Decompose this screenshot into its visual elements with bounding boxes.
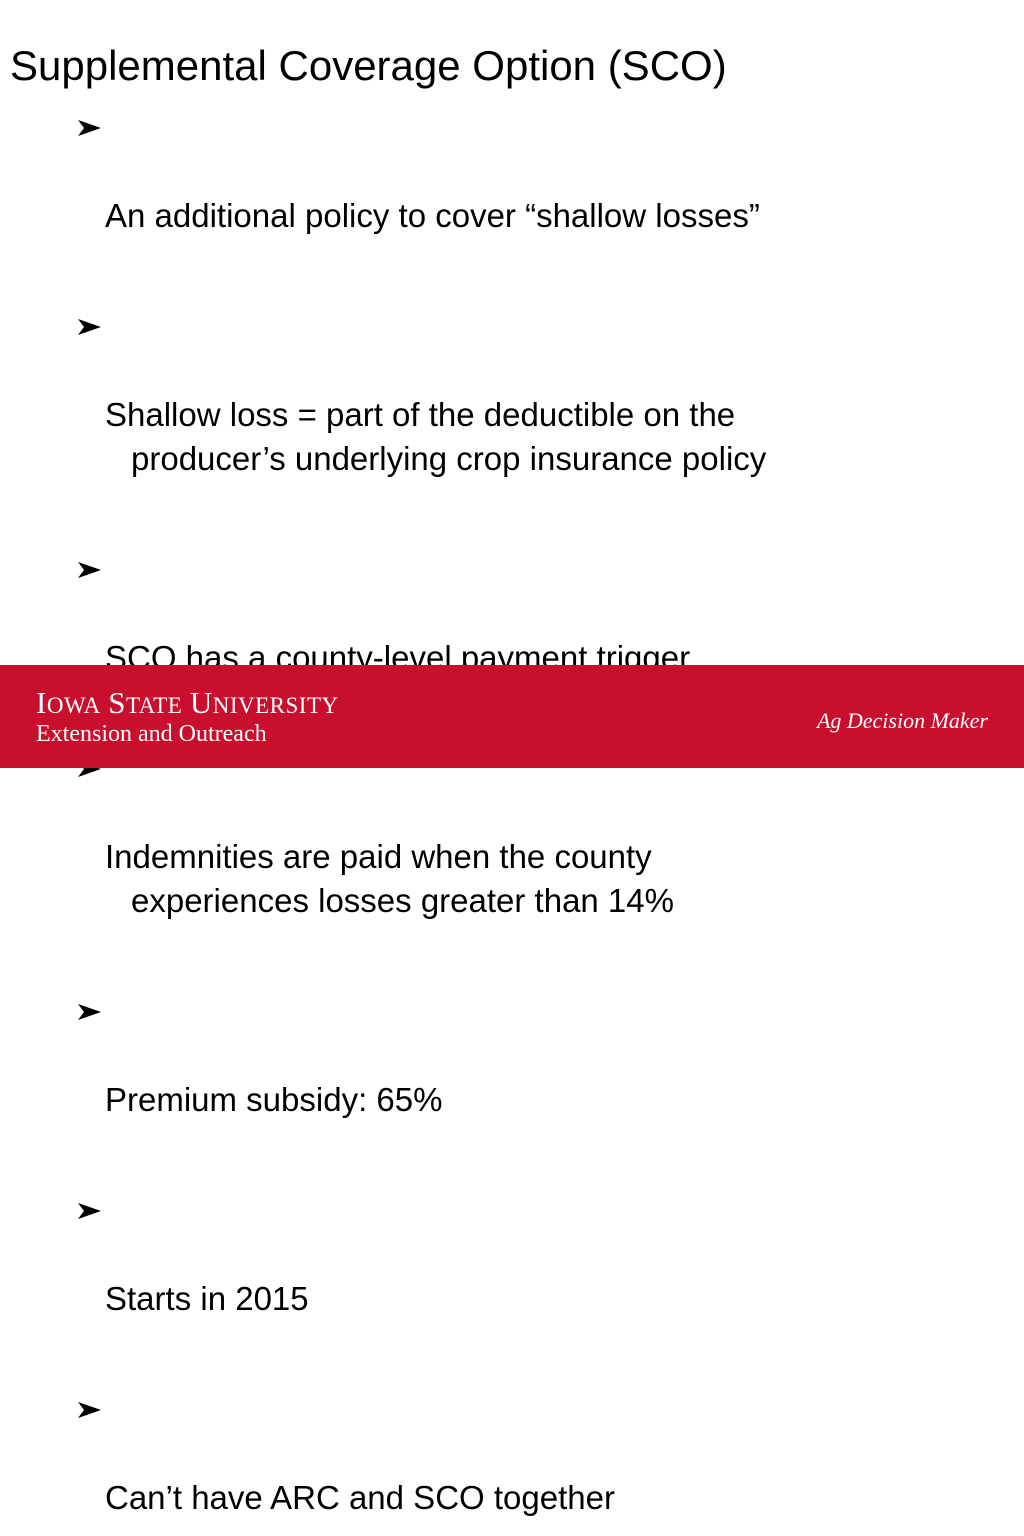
bullet-text: An additional policy to cover “shallow l… xyxy=(105,197,760,234)
bullet-item: Premium subsidy: 65% xyxy=(76,990,1006,1166)
bullet-text: Premium subsidy: 65% xyxy=(105,1081,443,1118)
arrowhead-bullet-icon xyxy=(78,319,101,335)
arrowhead-bullet-icon xyxy=(78,1203,101,1219)
bullet-text: Starts in 2015 xyxy=(105,1280,309,1317)
bullet-text: Can’t have ARC and SCO together xyxy=(105,1479,615,1516)
arrowhead-bullet-icon xyxy=(78,562,101,578)
arrowhead-bullet-icon xyxy=(78,1402,101,1418)
bullet-item: Starts in 2015 xyxy=(76,1189,1006,1365)
extension-unit-label: Extension and Outreach xyxy=(36,721,267,747)
bullet-item: An additional policy to cover “shallow l… xyxy=(76,106,1006,282)
ag-decision-maker-brand: Ag Decision Maker xyxy=(816,708,988,733)
footer-bar xyxy=(0,665,1024,768)
bullet-item: Shallow loss = part of the deductible on… xyxy=(76,305,1006,525)
slide-title: Supplemental Coverage Option (SCO) xyxy=(10,42,727,89)
arrowhead-bullet-icon xyxy=(78,1004,101,1020)
bullet-text: Indemnities are paid when the county expe… xyxy=(105,838,674,919)
bullet-item: Indemnities are paid when the county expe… xyxy=(76,747,1006,967)
university-name: Iowa State University xyxy=(36,685,339,720)
bullet-text: Shallow loss = part of the deductible on… xyxy=(105,396,767,477)
arrowhead-bullet-icon xyxy=(78,120,101,136)
university-wordmark: Iowa State University xyxy=(36,685,339,721)
bullet-list: An additional policy to cover “shallow l… xyxy=(76,106,1006,1536)
bullet-item: Can’t have ARC and SCO together xyxy=(76,1388,1006,1536)
